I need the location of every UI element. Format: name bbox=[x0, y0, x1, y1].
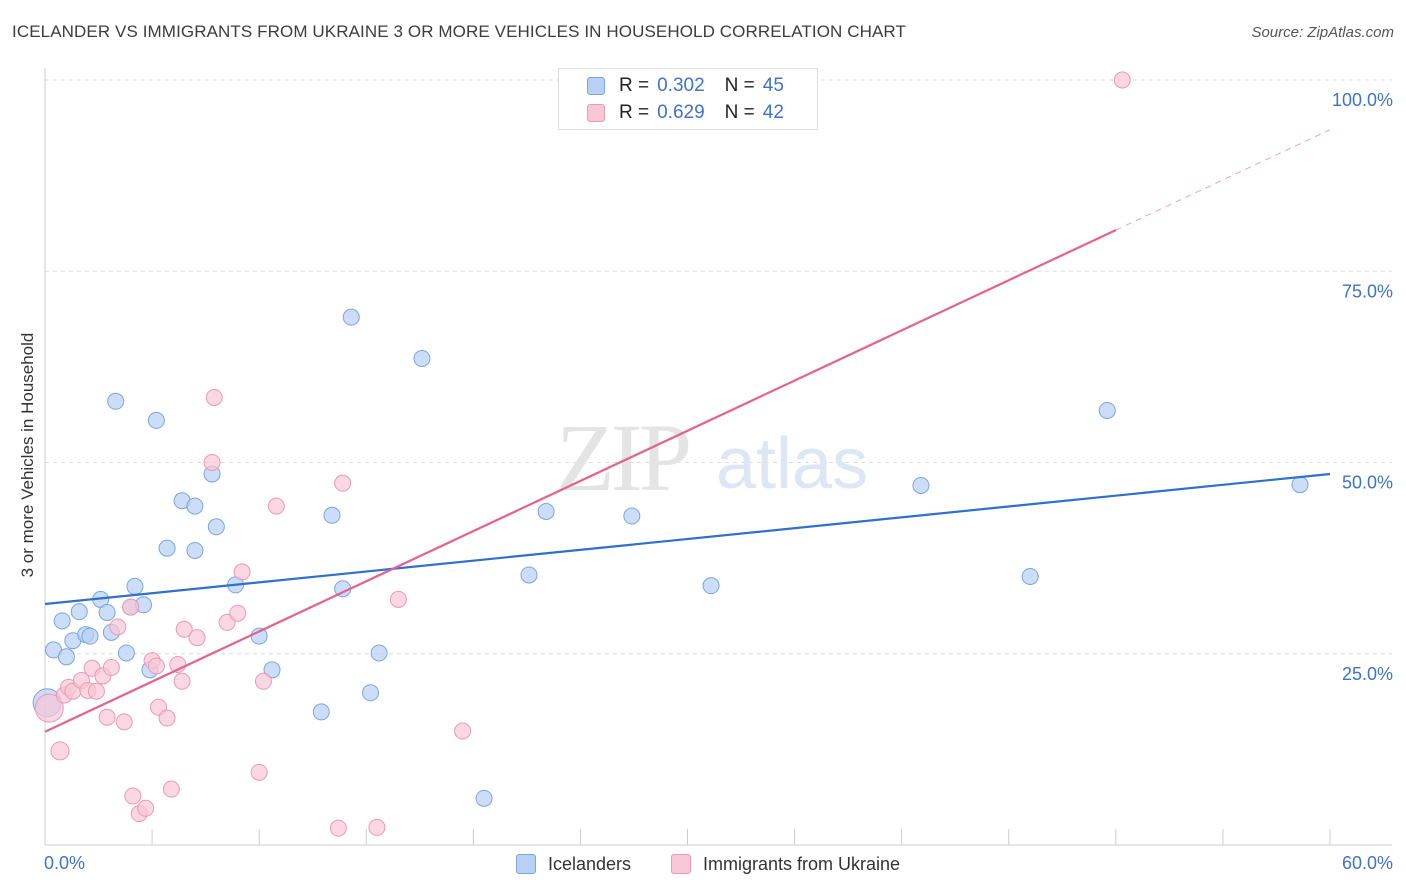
legend-r-label: R = bbox=[619, 102, 650, 123]
icelander-point bbox=[537, 502, 555, 520]
legend-row-ukraine: R = 0.629 N = 42 bbox=[587, 100, 784, 126]
ukraine-point bbox=[254, 672, 272, 690]
icelander-point bbox=[186, 541, 204, 559]
legend-item-icelanders[interactable]: Icelanders bbox=[516, 852, 631, 876]
icelander-point bbox=[53, 612, 71, 630]
ukraine-point bbox=[158, 709, 176, 727]
icelander-point bbox=[147, 411, 165, 429]
ukraine-point bbox=[334, 474, 352, 492]
ukraine-point bbox=[205, 388, 223, 406]
icelander-point bbox=[312, 703, 330, 721]
legend-n-label: N = bbox=[724, 102, 755, 123]
icelander-point bbox=[263, 661, 281, 679]
icelander-point bbox=[520, 566, 538, 584]
ukraine-point bbox=[98, 708, 116, 726]
legend-swatch-blue bbox=[516, 854, 536, 874]
icelander-point bbox=[362, 684, 380, 702]
ukraine-point bbox=[109, 618, 127, 636]
ukraine-point bbox=[173, 672, 191, 690]
legend-row-icelanders: R = 0.302 N = 45 bbox=[587, 73, 784, 99]
chart-title: ICELANDER VS IMMIGRANTS FROM UKRAINE 3 O… bbox=[12, 22, 906, 41]
ukraine-point bbox=[203, 454, 221, 471]
icelander-point bbox=[57, 648, 75, 666]
trend-line-ukraine bbox=[44, 229, 1117, 733]
ukraine-point bbox=[122, 598, 140, 616]
legend-r-label: R = bbox=[619, 75, 650, 96]
icelander-point bbox=[1021, 567, 1039, 585]
trend-line-ukraine-extension bbox=[1115, 129, 1331, 231]
ukraine-point bbox=[368, 818, 386, 836]
legend-label-ukraine: Immigrants from Ukraine bbox=[703, 853, 901, 874]
y-tick-label: 25.0% bbox=[1342, 664, 1393, 684]
icelander-point bbox=[413, 349, 431, 367]
icelander-point bbox=[623, 507, 641, 525]
tick-label-layer: 25.0% 50.0% 75.0% 100.0% 0.0% 60.0% bbox=[44, 90, 1393, 873]
icelander-point bbox=[475, 789, 493, 807]
icelander-point bbox=[342, 308, 360, 326]
icelander-point bbox=[117, 644, 135, 662]
y-tick-label: 100.0% bbox=[1332, 90, 1393, 110]
legend-swatch-pink bbox=[587, 104, 605, 122]
ukraine-point bbox=[50, 741, 70, 761]
icelander-point bbox=[1098, 401, 1116, 419]
points-layer bbox=[32, 71, 1309, 837]
icelander-point bbox=[912, 476, 930, 494]
watermark-atlas: atlas bbox=[716, 424, 868, 504]
ukraine-point bbox=[229, 604, 247, 622]
icelander-point bbox=[207, 518, 225, 536]
legend-n-label: N = bbox=[724, 75, 755, 96]
legend-r-value: 0.302 bbox=[657, 75, 705, 96]
legend-label-icelanders: Icelanders bbox=[548, 853, 632, 874]
icelander-point bbox=[107, 392, 125, 410]
watermark: ZIP atlas bbox=[556, 404, 868, 511]
ukraine-point bbox=[188, 629, 206, 647]
icelander-point bbox=[81, 627, 99, 645]
source-credit: Source: ZipAtlas.com bbox=[1251, 24, 1394, 41]
y-tick-label: 50.0% bbox=[1342, 473, 1393, 493]
ukraine-point bbox=[137, 799, 155, 817]
ukraine-point bbox=[162, 780, 180, 798]
ukraine-point bbox=[233, 563, 251, 581]
legend-r-value: 0.629 bbox=[657, 102, 705, 123]
trend-layer bbox=[44, 129, 1331, 733]
ukraine-point bbox=[267, 497, 285, 515]
ukraine-point bbox=[1113, 71, 1131, 89]
icelander-point bbox=[126, 577, 144, 595]
icelander-point bbox=[70, 603, 88, 621]
legend-swatch-pink bbox=[671, 854, 691, 874]
icelander-point bbox=[702, 577, 720, 595]
ukraine-point bbox=[454, 722, 472, 740]
ukraine-point bbox=[102, 659, 120, 677]
trend-line-icelanders bbox=[44, 472, 1331, 606]
ukraine-point bbox=[34, 693, 64, 723]
legend-item-ukraine[interactable]: Immigrants from Ukraine bbox=[671, 852, 900, 876]
series-legend: Icelanders Immigrants from Ukraine bbox=[0, 852, 1406, 876]
icelander-point bbox=[1291, 476, 1309, 494]
grid-layer bbox=[45, 79, 1392, 655]
x-tick-label-min: 0.0% bbox=[44, 853, 85, 873]
x-tick-label-max: 60.0% bbox=[1342, 853, 1393, 873]
ukraine-point bbox=[175, 620, 193, 638]
ukraine-point bbox=[124, 787, 142, 805]
watermark-zip: ZIP bbox=[556, 404, 689, 511]
y-tick-label: 75.0% bbox=[1342, 281, 1393, 301]
ukraine-point bbox=[147, 657, 165, 675]
legend-n-value: 45 bbox=[762, 75, 784, 96]
icelander-point bbox=[186, 497, 204, 515]
legend-swatch-blue bbox=[587, 77, 605, 95]
ukraine-point bbox=[389, 590, 407, 608]
ukraine-point bbox=[87, 682, 105, 700]
icelander-point bbox=[98, 603, 116, 621]
correlation-legend: R = 0.302 N = 45 R = 0.629 N = 42 bbox=[558, 68, 818, 130]
icelander-point bbox=[370, 644, 388, 662]
icelander-point bbox=[323, 506, 341, 524]
icelander-point bbox=[158, 539, 176, 557]
ukraine-point bbox=[115, 713, 133, 731]
ukraine-point bbox=[329, 819, 347, 837]
ukraine-point bbox=[250, 763, 268, 781]
legend-n-value: 42 bbox=[762, 102, 784, 123]
